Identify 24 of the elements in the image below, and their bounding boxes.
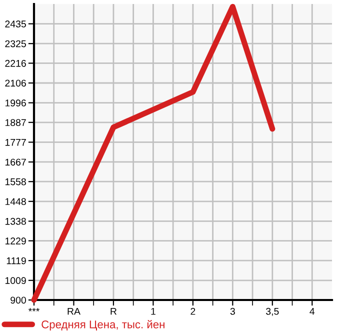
y-tick-label: 2325	[5, 40, 26, 48]
legend-label: Средняя Цена, тыс. йен	[42, 320, 164, 331]
x-tick-label: R	[110, 308, 117, 315]
y-tick-label: 1667	[5, 158, 26, 166]
y-tick-label: 1777	[5, 139, 26, 146]
y-tick-label: 900	[10, 296, 26, 304]
x-tick-label: 2	[190, 308, 196, 315]
x-tick-label: 1	[151, 308, 156, 315]
y-tick-label: 1448	[5, 198, 26, 206]
x-tick-label: RA	[68, 308, 80, 315]
y-tick-label: 1119	[6, 257, 26, 264]
y-tick-label: 1229	[5, 238, 26, 244]
y-tick-label: 1009	[5, 277, 26, 284]
y-tick-label: 2216	[5, 60, 26, 67]
y-tick-label: 1996	[5, 100, 26, 106]
y-tick-label: 2106	[5, 80, 26, 87]
x-tick-label: ***	[28, 308, 40, 312]
y-tick-label: 1887	[5, 119, 26, 126]
x-tick-label: 4	[310, 308, 315, 315]
y-tick-label: 1558	[5, 178, 26, 186]
y-tick-label: 2435	[5, 20, 26, 28]
x-tick-label: 3,5	[266, 308, 279, 316]
y-tick-label: 1338	[5, 218, 26, 225]
x-tick-label: 3	[230, 308, 235, 315]
